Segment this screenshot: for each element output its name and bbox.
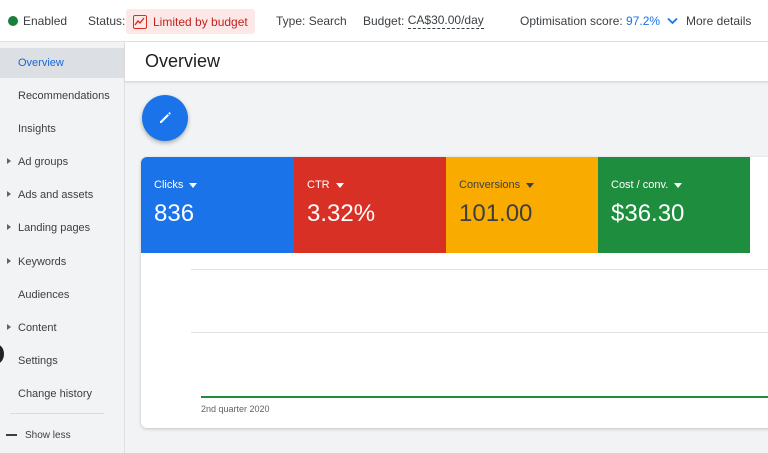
side-handle[interactable] bbox=[0, 344, 4, 364]
metric-label: Conversions bbox=[459, 179, 521, 191]
chart-x-label: 2nd quarter 2020 bbox=[201, 404, 270, 414]
sidebar-item-label: Insights bbox=[18, 123, 56, 135]
sidebar-item-label: Settings bbox=[18, 355, 58, 367]
sidebar-item-keywords[interactable]: Keywords bbox=[0, 247, 124, 277]
status-badge[interactable]: Limited by budget bbox=[126, 9, 255, 34]
dropdown-arrow-icon bbox=[189, 182, 198, 188]
minus-icon bbox=[6, 434, 17, 436]
page-title: Overview bbox=[145, 51, 221, 71]
sidebar-item-label: Keywords bbox=[18, 256, 67, 268]
metric-label: Clicks bbox=[154, 179, 184, 191]
enabled-status[interactable]: Enabled bbox=[8, 0, 67, 42]
campaign-status-bar: Enabled Status: Limited by budget Type: … bbox=[0, 0, 768, 42]
chevron-down-icon bbox=[667, 14, 678, 28]
show-less-button[interactable]: Show less bbox=[0, 423, 124, 447]
edit-button[interactable] bbox=[142, 95, 188, 141]
performance-card: Clicks 836 CTR 3.32% Conversions 101.00 … bbox=[141, 157, 768, 428]
metric-value: 3.32% bbox=[307, 200, 376, 227]
sidebar-item-ad-groups[interactable]: Ad groups bbox=[0, 147, 124, 177]
type-label: Type: bbox=[276, 14, 306, 28]
more-details-button[interactable]: More details bbox=[667, 0, 751, 42]
campaign-type: Type: Search bbox=[276, 0, 347, 42]
sidebar-item-content[interactable]: Content bbox=[0, 313, 124, 343]
metric-value: 101.00 bbox=[459, 200, 533, 227]
caret-right-icon bbox=[7, 258, 11, 264]
show-less-label: Show less bbox=[25, 429, 71, 441]
dropdown-arrow-icon bbox=[335, 182, 344, 188]
budget-label: Budget: bbox=[363, 14, 405, 28]
optimisation-score: Optimisation score: 97.2% bbox=[520, 0, 660, 42]
metric-cost-per-conversion[interactable]: Cost / conv. $36.30 bbox=[598, 157, 750, 253]
sidebar-item-audiences[interactable]: Audiences bbox=[0, 280, 124, 310]
pencil-icon bbox=[160, 112, 171, 123]
sidebar-item-insights[interactable]: Insights bbox=[0, 114, 124, 144]
chart-series-line bbox=[201, 396, 768, 398]
sidebar-item-label: Overview bbox=[18, 57, 64, 69]
metric-label: CTR bbox=[307, 179, 330, 191]
sidebar-item-landing-pages[interactable]: Landing pages bbox=[0, 213, 124, 243]
sidebar-item-change-history[interactable]: Change history bbox=[0, 379, 124, 409]
sidebar-item-label: Ads and assets bbox=[18, 189, 94, 201]
sidebar-item-recommendations[interactable]: Recommendations bbox=[0, 81, 124, 111]
metric-conversions[interactable]: Conversions 101.00 bbox=[446, 157, 598, 253]
sidebar-item-label: Ad groups bbox=[18, 156, 69, 168]
sidebar-nav: Overview Recommendations Insights Ad gro… bbox=[0, 42, 125, 453]
sidebar-item-label: Content bbox=[18, 322, 57, 334]
sidebar-item-ads-and-assets[interactable]: Ads and assets bbox=[0, 180, 124, 210]
metric-ctr[interactable]: CTR 3.32% bbox=[294, 157, 446, 253]
caret-right-icon bbox=[7, 324, 11, 330]
campaign-budget: Budget: CA$30.00/day bbox=[363, 0, 484, 42]
sidebar-item-label: Audiences bbox=[18, 289, 70, 301]
caret-right-icon bbox=[7, 224, 11, 230]
main-content: Overview Clicks 836 CTR 3.32% Conversion… bbox=[125, 42, 768, 453]
metric-value: 836 bbox=[154, 200, 195, 227]
metric-label: Cost / conv. bbox=[611, 179, 669, 191]
caret-right-icon bbox=[7, 191, 11, 197]
dropdown-arrow-icon bbox=[526, 182, 535, 188]
sidebar-item-settings[interactable]: Settings bbox=[0, 346, 124, 376]
metric-value: $36.30 bbox=[611, 200, 685, 227]
enabled-label: Enabled bbox=[23, 14, 68, 28]
sidebar-item-label: Change history bbox=[18, 388, 92, 400]
sidebar-item-overview[interactable]: Overview bbox=[0, 48, 124, 78]
chart-gridline bbox=[191, 269, 768, 270]
optimisation-value[interactable]: 97.2% bbox=[626, 14, 661, 28]
dropdown-arrow-icon bbox=[674, 182, 683, 188]
status-label: Status: bbox=[88, 14, 126, 28]
metric-clicks[interactable]: Clicks 836 bbox=[141, 157, 294, 253]
page-header: Overview bbox=[125, 42, 768, 82]
trend-chart-icon bbox=[133, 14, 147, 29]
chart-gridline bbox=[191, 332, 768, 333]
type-value: Search bbox=[308, 14, 347, 28]
optimisation-label: Optimisation score: bbox=[520, 14, 623, 28]
sidebar-divider bbox=[10, 413, 104, 414]
sidebar-item-label: Landing pages bbox=[18, 222, 91, 234]
caret-right-icon bbox=[7, 158, 11, 164]
more-details-label: More details bbox=[686, 14, 752, 28]
budget-value[interactable]: CA$30.00/day bbox=[407, 13, 484, 29]
enabled-dot-icon bbox=[8, 16, 18, 26]
sidebar-item-label: Recommendations bbox=[18, 90, 110, 102]
status-value: Limited by budget bbox=[153, 14, 248, 29]
